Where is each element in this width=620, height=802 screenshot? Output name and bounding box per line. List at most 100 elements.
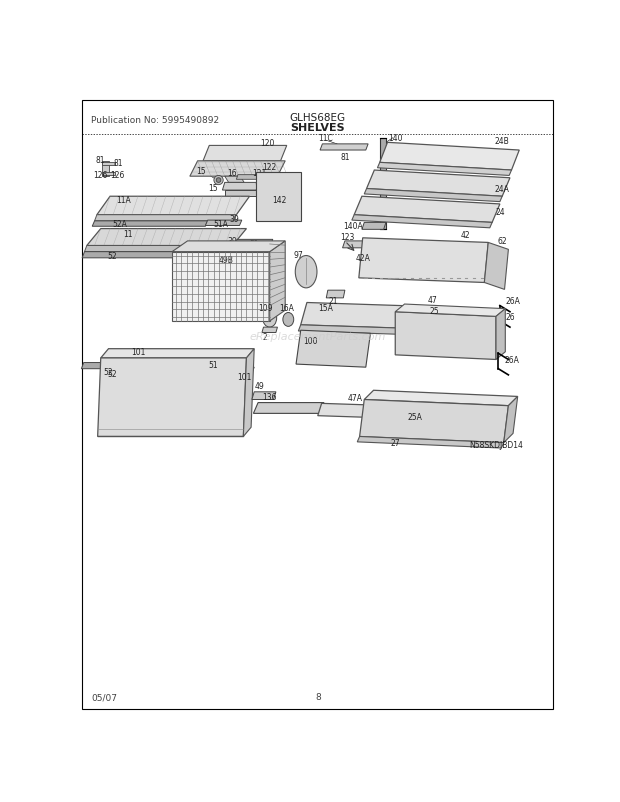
Text: 24: 24	[495, 208, 505, 217]
Text: 49: 49	[255, 382, 265, 391]
Polygon shape	[203, 146, 286, 162]
Polygon shape	[396, 305, 505, 317]
Polygon shape	[224, 191, 257, 197]
Text: 39: 39	[228, 237, 237, 246]
Text: 8: 8	[315, 692, 321, 702]
Polygon shape	[362, 223, 386, 230]
Text: 81: 81	[340, 152, 350, 161]
Polygon shape	[496, 310, 505, 360]
Polygon shape	[365, 391, 518, 406]
Text: 16A: 16A	[280, 303, 294, 312]
Text: 136: 136	[262, 392, 277, 402]
Polygon shape	[236, 176, 260, 180]
Text: 101: 101	[131, 348, 145, 357]
Polygon shape	[100, 349, 254, 358]
Text: 49B: 49B	[219, 256, 234, 265]
Text: 51: 51	[208, 360, 218, 369]
Text: 24A: 24A	[495, 184, 510, 194]
Text: 126: 126	[94, 171, 108, 180]
Polygon shape	[223, 183, 260, 191]
Text: 109: 109	[258, 303, 272, 312]
Polygon shape	[102, 162, 108, 177]
Text: 51A: 51A	[213, 221, 228, 229]
Polygon shape	[354, 197, 500, 223]
Polygon shape	[484, 243, 508, 290]
Text: 25: 25	[429, 306, 439, 315]
Polygon shape	[357, 437, 503, 448]
Polygon shape	[82, 253, 179, 258]
Text: 24B: 24B	[495, 137, 510, 146]
Polygon shape	[378, 163, 512, 176]
Text: 05/07: 05/07	[92, 692, 117, 702]
Polygon shape	[301, 303, 471, 330]
Polygon shape	[296, 330, 371, 367]
Text: SHELVES: SHELVES	[290, 123, 345, 133]
Polygon shape	[97, 197, 249, 216]
Polygon shape	[235, 240, 273, 246]
Text: 62: 62	[497, 237, 507, 246]
Polygon shape	[87, 229, 247, 246]
Text: 51: 51	[249, 240, 259, 249]
Polygon shape	[252, 392, 276, 400]
Text: 11C: 11C	[318, 134, 333, 143]
Polygon shape	[262, 328, 278, 333]
Text: Publication No: 5995490892: Publication No: 5995490892	[92, 115, 219, 124]
Polygon shape	[146, 354, 241, 360]
Polygon shape	[172, 253, 270, 322]
Polygon shape	[352, 216, 492, 229]
Ellipse shape	[263, 310, 277, 328]
Polygon shape	[317, 404, 391, 419]
Polygon shape	[102, 172, 115, 176]
Polygon shape	[298, 326, 465, 337]
Text: 15: 15	[197, 166, 206, 176]
Polygon shape	[102, 163, 115, 166]
Text: 25A: 25A	[407, 412, 422, 421]
Text: 15A: 15A	[318, 303, 333, 312]
Polygon shape	[366, 171, 510, 197]
Polygon shape	[243, 349, 254, 437]
Polygon shape	[92, 221, 208, 227]
Polygon shape	[320, 144, 368, 151]
Polygon shape	[360, 400, 508, 443]
Text: 120: 120	[260, 139, 275, 148]
Text: 2: 2	[263, 333, 267, 342]
Text: 42: 42	[460, 231, 470, 240]
Text: 142: 142	[272, 196, 286, 205]
Text: GLHS68EG: GLHS68EG	[290, 113, 346, 123]
Text: 123: 123	[340, 233, 355, 241]
Text: eReplacementParts.com: eReplacementParts.com	[250, 332, 386, 342]
Text: 47: 47	[428, 296, 437, 305]
Ellipse shape	[295, 256, 317, 289]
Polygon shape	[94, 216, 236, 221]
Polygon shape	[205, 221, 242, 226]
Text: 11: 11	[123, 229, 133, 238]
Text: 81: 81	[96, 156, 105, 164]
Polygon shape	[224, 177, 244, 183]
Text: 15: 15	[208, 184, 218, 193]
Text: 141: 141	[254, 184, 268, 192]
Text: 26A: 26A	[504, 355, 519, 365]
Text: 97: 97	[293, 251, 303, 260]
Polygon shape	[359, 238, 489, 283]
Polygon shape	[84, 246, 232, 253]
Circle shape	[214, 176, 223, 185]
Polygon shape	[326, 291, 345, 298]
Polygon shape	[365, 189, 502, 202]
Text: 52A: 52A	[113, 221, 128, 229]
Text: N58SKDJBD14: N58SKDJBD14	[469, 440, 523, 449]
Text: 47A: 47A	[347, 394, 363, 403]
Text: 27: 27	[391, 439, 400, 448]
Polygon shape	[224, 367, 254, 374]
Text: 52: 52	[104, 367, 113, 376]
Text: 39: 39	[229, 215, 239, 224]
Polygon shape	[81, 363, 148, 369]
Text: 11A: 11A	[117, 196, 131, 205]
Text: 52: 52	[107, 370, 117, 379]
Text: 140A: 140A	[343, 221, 363, 231]
Polygon shape	[255, 172, 301, 221]
Polygon shape	[98, 358, 247, 437]
Polygon shape	[254, 403, 324, 414]
Polygon shape	[216, 360, 247, 367]
Text: 126: 126	[110, 171, 125, 180]
Text: 21: 21	[329, 297, 338, 306]
